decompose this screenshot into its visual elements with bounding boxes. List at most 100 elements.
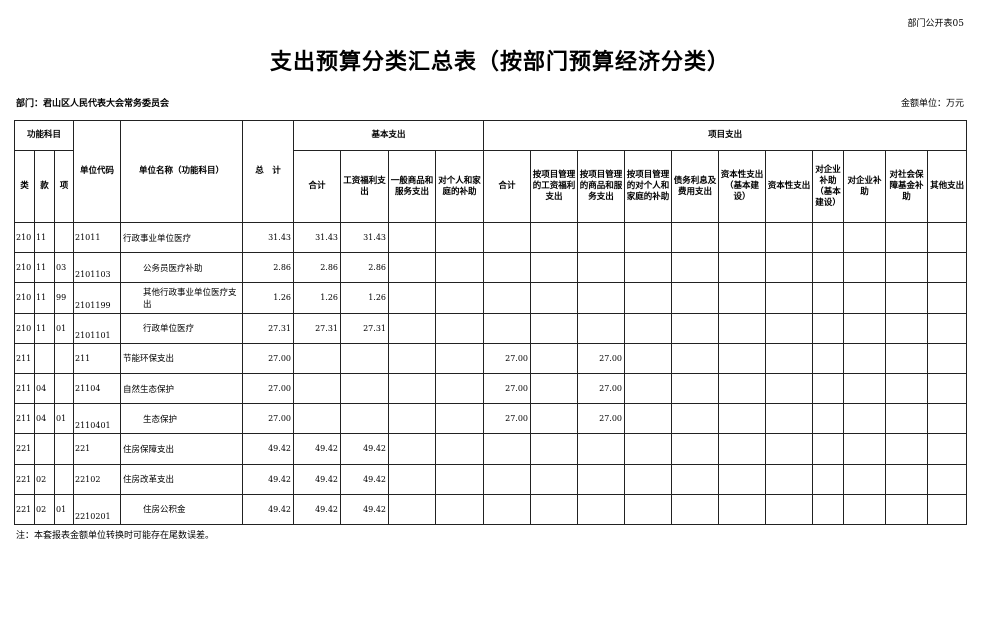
- cell-project: [885, 493, 929, 525]
- cell-project: [483, 463, 532, 495]
- cell-name: 住房保障支出: [120, 433, 243, 465]
- cell-project: [765, 493, 814, 525]
- cell-basic: [388, 252, 436, 284]
- cell-project: [765, 403, 814, 435]
- cell-kuan: 11: [34, 282, 55, 314]
- header-project-col: 按项目管理的工资福利支出: [530, 150, 579, 223]
- cell-kuan: 11: [34, 252, 55, 284]
- table-row: 210 11 21011 行政事业单位医疗 31.43 31.43 31.43: [14, 221, 968, 254]
- cell-project: [927, 252, 968, 284]
- cell-kuan: 11: [34, 221, 55, 254]
- cell-project: [530, 342, 579, 374]
- cell-project: [927, 403, 968, 435]
- cell-code: 2210201: [73, 493, 121, 525]
- cell-basic: [434, 221, 485, 254]
- cell-basic: [434, 403, 485, 435]
- cell-basic: 49.42: [340, 463, 389, 495]
- header-project-col: 债务利息及费用支出: [671, 150, 720, 223]
- cell-project: [671, 403, 720, 435]
- cell-basic: 49.42: [293, 493, 341, 525]
- cell-project: [765, 282, 814, 314]
- cell-lei: 210: [14, 312, 35, 344]
- cell-project: [624, 252, 673, 284]
- cell-basic: [293, 372, 341, 405]
- header-kuan: 款: [34, 150, 55, 223]
- cell-kuan: 11: [34, 312, 55, 344]
- cell-project: [885, 282, 929, 314]
- header-basic-col: 工资福利支出: [340, 150, 389, 223]
- cell-lei: 221: [14, 463, 35, 495]
- cell-basic: [388, 463, 436, 495]
- cell-project: [765, 342, 814, 374]
- cell-project: [885, 403, 929, 435]
- cell-code: 211: [73, 342, 121, 374]
- cell-basic: 1.26: [340, 282, 389, 314]
- cell-basic: 49.42: [340, 493, 389, 525]
- cell-name: 其他行政事业单位医疗支出: [120, 282, 243, 314]
- table-row: 210 11 01 2101101 行政单位医疗 27.31 27.31 27.31: [14, 312, 968, 344]
- cell-basic: 27.31: [340, 312, 389, 344]
- cell-name: 自然生态保护: [120, 372, 243, 405]
- cell-project: [671, 252, 720, 284]
- header-project-col: 按项目管理的对个人和家庭的补助: [624, 150, 673, 223]
- cell-basic: 1.26: [293, 282, 341, 314]
- cell-project: [843, 433, 887, 465]
- cell-project: [885, 342, 929, 374]
- cell-code: 2101103: [73, 252, 121, 284]
- cell-project: [843, 342, 887, 374]
- table-row: 221 221 住房保障支出 49.42 49.42 49.42: [14, 433, 968, 465]
- cell-project: [483, 493, 532, 525]
- cell-xiang: [54, 433, 74, 465]
- cell-xiang: 03: [54, 252, 74, 284]
- table-row: 211 04 01 2110401 生态保护 27.00 27.00 27.00: [14, 403, 968, 435]
- cell-basic: [434, 282, 485, 314]
- department-label: 部门：君山区人民代表大会常务委员会: [16, 99, 170, 109]
- cell-kuan: [34, 433, 55, 465]
- cell-basic: [434, 252, 485, 284]
- cell-total: 27.00: [242, 342, 294, 374]
- cell-project: [530, 403, 579, 435]
- cell-project: [624, 342, 673, 374]
- header-project-col: 对企业补助（基本建设）: [812, 150, 845, 223]
- cell-xiang: 99: [54, 282, 74, 314]
- cell-total: 27.00: [242, 403, 294, 435]
- cell-xiang: 01: [54, 312, 74, 344]
- cell-project: [765, 372, 814, 405]
- cell-basic: [388, 282, 436, 314]
- header-basic-col: 一般商品和服务支出: [388, 150, 436, 223]
- cell-project: [577, 282, 626, 314]
- cell-kuan: [34, 342, 55, 374]
- header-project-col: 合计: [483, 150, 532, 223]
- cell-lei: 211: [14, 403, 35, 435]
- cell-project: 27.00: [577, 342, 626, 374]
- cell-project: [671, 312, 720, 344]
- footnote: 注：本套报表金额单位转换时可能存在尾数误差。: [16, 531, 215, 541]
- cell-lei: 211: [14, 372, 35, 405]
- cell-project: [927, 282, 968, 314]
- cell-project: [885, 312, 929, 344]
- cell-basic: 27.31: [293, 312, 341, 344]
- cell-project: [530, 493, 579, 525]
- cell-name: 行政单位医疗: [120, 312, 243, 344]
- cell-basic: [293, 342, 341, 374]
- cell-basic: [388, 493, 436, 525]
- cell-code: 21104: [73, 372, 121, 405]
- cell-basic: 31.43: [293, 221, 341, 254]
- cell-project: [718, 312, 767, 344]
- cell-lei: 221: [14, 493, 35, 525]
- cell-code: 2101101: [73, 312, 121, 344]
- cell-project: [577, 433, 626, 465]
- cell-project: [927, 312, 968, 344]
- cell-basic: [388, 433, 436, 465]
- cell-xiang: [54, 221, 74, 254]
- cell-project: [885, 463, 929, 495]
- cell-project: [671, 342, 720, 374]
- cell-basic: [388, 403, 436, 435]
- cell-project: [812, 433, 845, 465]
- unit-label: 金额单位：万元: [900, 99, 964, 109]
- cell-code: 21011: [73, 221, 121, 254]
- cell-project: [843, 221, 887, 254]
- cell-project: [577, 221, 626, 254]
- cell-project: [624, 493, 673, 525]
- cell-basic: [434, 433, 485, 465]
